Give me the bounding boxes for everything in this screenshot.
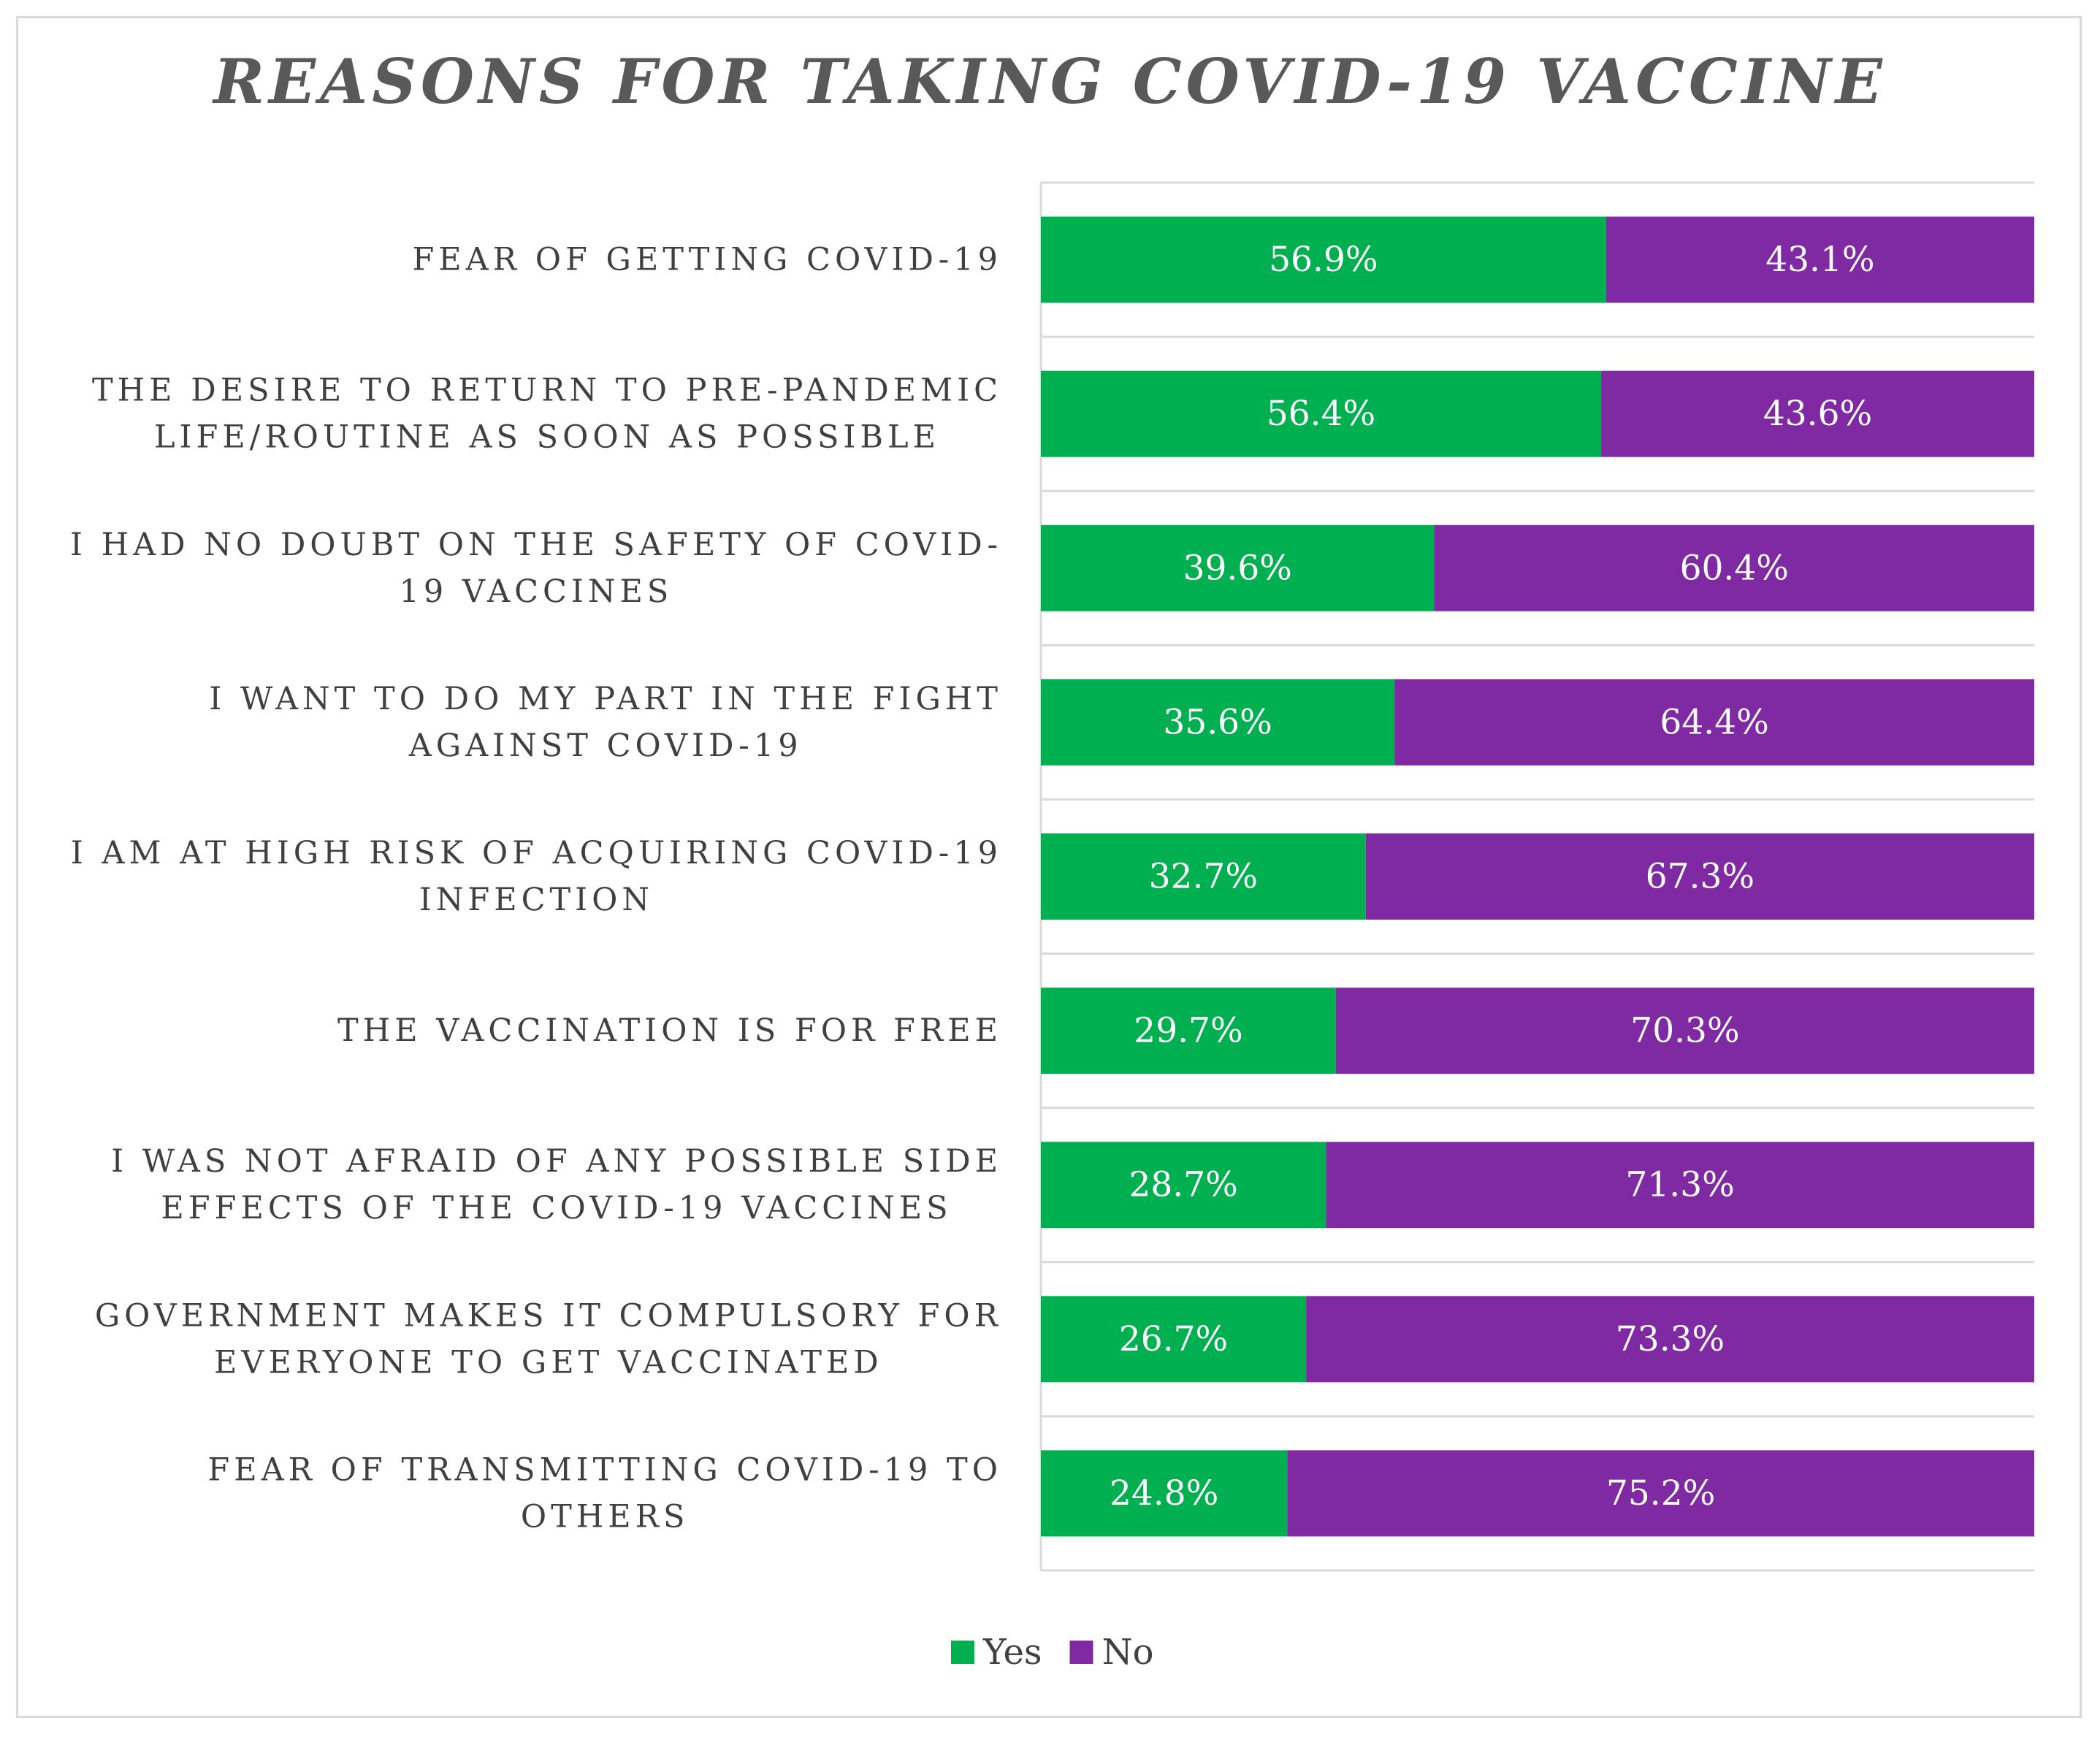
data-label-yes-5: 29.7% <box>1134 1011 1242 1051</box>
legend: Yes No <box>951 1632 1153 1673</box>
bar-no-1 <box>1601 370 2034 457</box>
legend-label-yes: Yes <box>982 1632 1042 1673</box>
bar-yes-6 <box>1041 1142 1326 1229</box>
bar-no-8 <box>1287 1450 2034 1537</box>
category-label-3: I WANT TO DO MY PART IN THE FIGHT AGAINST… <box>209 681 1002 764</box>
bar-no-5 <box>1335 988 2034 1074</box>
chart-title: REASONS FOR TAKING COVID-19 VACCINE <box>213 45 1887 118</box>
legend-swatch-yes <box>951 1641 974 1664</box>
category-label-line: I WAS NOT AFRAID OF ANY POSSIBLE SIDE <box>111 1143 1002 1180</box>
bar-yes-7 <box>1041 1296 1307 1383</box>
bar-no-3 <box>1394 679 2034 766</box>
data-label-yes-6: 28.7% <box>1129 1165 1238 1205</box>
bar-yes-8 <box>1041 1450 1288 1537</box>
bar-yes-0 <box>1041 216 1606 303</box>
category-label-line: FEAR OF TRANSMITTING COVID-19 TO <box>207 1451 1002 1488</box>
category-label-line: LIFE/ROUTINE AS SOON AS POSSIBLE <box>154 419 940 456</box>
category-label-line: THE VACCINATION IS FOR FREE <box>337 1012 1002 1049</box>
legend-swatch-no <box>1069 1641 1093 1664</box>
bar-no-6 <box>1326 1142 2034 1229</box>
bar-yes-2 <box>1041 524 1435 611</box>
category-label-line: AGAINST COVID-19 <box>408 728 803 764</box>
category-label-line: INFECTION <box>419 882 654 918</box>
category-label-line: THE DESIRE TO RETURN TO PRE-PANDEMIC <box>92 373 1002 409</box>
data-label-yes-0: 56.9% <box>1269 240 1378 280</box>
bar-no-7 <box>1306 1296 2034 1383</box>
category-label-4: I AM AT HIGH RISK OF ACQUIRING COVID-19 I… <box>71 835 1002 918</box>
data-label-yes-7: 26.7% <box>1119 1319 1228 1359</box>
bar-yes-3 <box>1041 679 1395 766</box>
category-label-5: THE VACCINATION IS FOR FREE <box>337 1012 1002 1049</box>
category-label-0: FEAR OF GETTING COVID-19 <box>412 242 1002 278</box>
data-label-no-4: 67.3% <box>1646 857 1755 897</box>
category-label-line: GOVERNMENT MAKES IT COMPULSORY FOR <box>95 1297 1002 1334</box>
category-label-line: OTHERS <box>521 1498 690 1535</box>
bar-layer: 56.9% 43.1% 56.4% 43.6% 39.6% 60.4% 35.6% 64.4%… <box>1041 216 2034 1537</box>
data-label-no-0: 43.1% <box>1765 240 1874 280</box>
category-label-7: GOVERNMENT MAKES IT COMPULSORY FOR EVERYO… <box>95 1297 1002 1381</box>
data-label-yes-8: 24.8% <box>1110 1473 1218 1513</box>
data-label-yes-3: 35.6% <box>1163 702 1272 742</box>
category-label-line: I AM AT HIGH RISK OF ACQUIRING COVID-19 <box>71 835 1002 871</box>
bar-yes-1 <box>1041 370 1602 457</box>
bar-no-4 <box>1365 833 2034 920</box>
bar-yes-5 <box>1041 988 1336 1074</box>
data-label-yes-1: 56.4% <box>1267 394 1375 434</box>
bar-no-0 <box>1605 216 2034 303</box>
data-label-no-5: 70.3% <box>1630 1011 1739 1051</box>
category-label-line: I HAD NO DOUBT ON THE SAFETY OF COVID- <box>70 527 1002 563</box>
bar-yes-4 <box>1041 833 1366 920</box>
data-label-no-1: 43.6% <box>1763 394 1872 434</box>
category-label-line: I WANT TO DO MY PART IN THE FIGHT <box>209 681 1002 717</box>
data-label-no-7: 73.3% <box>1616 1319 1725 1359</box>
category-label-line: 19 VACCINES <box>400 573 673 610</box>
category-label-line: FEAR OF GETTING COVID-19 <box>412 242 1002 278</box>
category-label-6: I WAS NOT AFRAID OF ANY POSSIBLE SIDE EFF… <box>111 1143 1002 1226</box>
data-label-no-2: 60.4% <box>1680 548 1789 588</box>
category-label-2: I HAD NO DOUBT ON THE SAFETY OF COVID- 19… <box>70 527 1002 610</box>
legend-label-no: No <box>1102 1632 1154 1673</box>
bar-no-2 <box>1434 524 2034 611</box>
data-label-no-6: 71.3% <box>1626 1165 1735 1205</box>
category-label-1: THE DESIRE TO RETURN TO PRE-PANDEMIC LIFE… <box>92 373 1002 456</box>
category-label-8: FEAR OF TRANSMITTING COVID-19 TO OTHERS <box>207 1451 1002 1535</box>
category-label-line: EFFECTS OF THE COVID-19 VACCINES <box>161 1190 952 1226</box>
data-label-no-3: 64.4% <box>1660 702 1768 742</box>
data-label-yes-2: 39.6% <box>1183 548 1292 588</box>
data-label-yes-4: 32.7% <box>1149 857 1258 897</box>
category-label-line: EVERYONE TO GET VACCINATED <box>214 1344 883 1381</box>
data-label-no-8: 75.2% <box>1606 1473 1715 1513</box>
category-label-layer: FEAR OF GETTING COVID-19 THE DESIRE TO RE… <box>70 242 1002 1535</box>
